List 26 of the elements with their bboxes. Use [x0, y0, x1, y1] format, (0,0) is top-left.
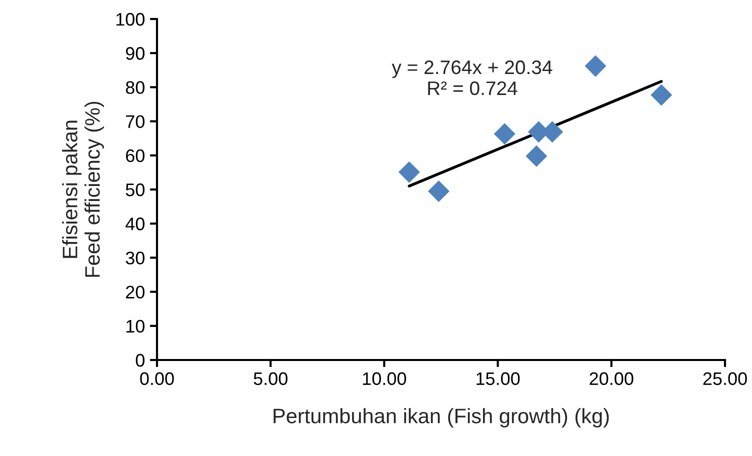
x-tick-label: 5.00: [254, 372, 288, 386]
y-tick-label: 60: [126, 149, 144, 162]
y-axis-title: Efisiensi pakan Feed efficiency (%): [62, 102, 104, 277]
x-tick-label: 25.00: [703, 372, 747, 386]
x-tick-label: 20.00: [590, 372, 634, 386]
x-tick-label: 10.00: [362, 372, 406, 386]
point: [428, 180, 450, 202]
point: [526, 145, 548, 167]
x-axis-title: Pertumbuhan ikan (Fish growth) (kg): [274, 408, 609, 428]
x-tick-label: 15.00: [476, 372, 520, 386]
y-tick-label: 100: [116, 12, 144, 26]
y-tick-label: 20: [126, 286, 144, 299]
annotation: y = 2.764x + 20.34 R² = 0.724: [392, 60, 552, 96]
y-tick-label: 10: [126, 320, 144, 333]
point: [584, 55, 606, 77]
x-tick-label: 0.00: [140, 372, 174, 386]
y-tick-label: 0: [136, 354, 144, 367]
y-tick-label: 50: [126, 183, 144, 196]
y-tick-label: 30: [126, 252, 144, 264]
y-tick-label: 40: [126, 218, 144, 230]
y-tick-label: 70: [126, 115, 144, 128]
y-tick-label: 90: [126, 47, 144, 60]
point: [494, 123, 516, 145]
y-tick-label: 80: [126, 81, 144, 94]
point: [398, 161, 420, 183]
point: [650, 84, 672, 106]
